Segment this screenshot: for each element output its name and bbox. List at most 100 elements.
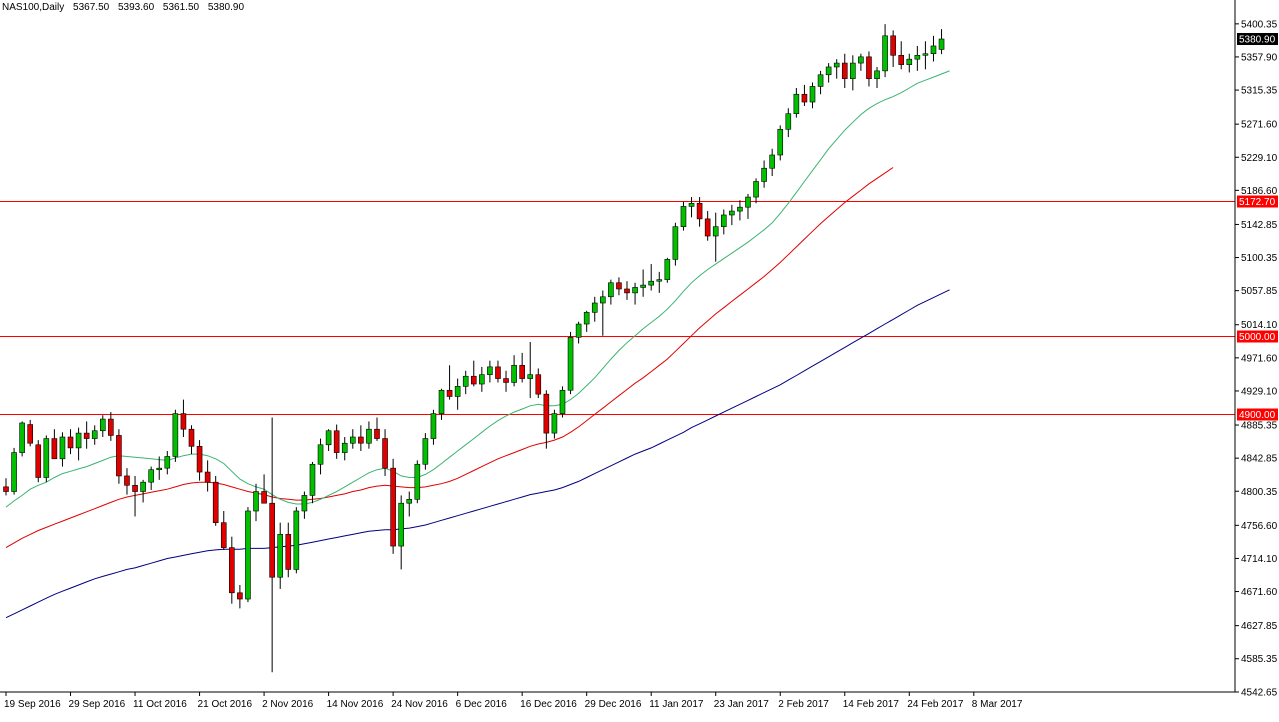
candle[interactable] (180, 399, 187, 437)
candle[interactable] (156, 456, 163, 480)
candle[interactable] (640, 269, 646, 297)
ma-slow-line[interactable] (5, 289, 950, 619)
candle[interactable] (833, 59, 840, 79)
candle[interactable] (188, 425, 195, 455)
candle[interactable] (600, 290, 606, 336)
candle[interactable] (124, 468, 130, 495)
candle[interactable] (672, 222, 679, 266)
candle[interactable] (648, 264, 655, 291)
candle[interactable] (519, 352, 525, 383)
candle[interactable] (317, 438, 324, 475)
candle[interactable] (616, 277, 622, 296)
candle[interactable] (212, 475, 219, 526)
candle[interactable] (866, 51, 872, 87)
candle[interactable] (825, 63, 832, 83)
candle[interactable] (753, 178, 759, 204)
candle[interactable] (285, 522, 292, 578)
candle[interactable] (116, 429, 122, 484)
candle[interactable] (406, 491, 413, 517)
candle[interactable] (769, 148, 775, 177)
candle[interactable] (366, 421, 372, 449)
candle[interactable] (253, 483, 259, 522)
candle[interactable] (132, 475, 138, 517)
candle[interactable] (890, 30, 896, 67)
candle[interactable] (632, 282, 638, 305)
candle[interactable] (688, 197, 695, 218)
candle[interactable] (777, 125, 784, 161)
candle[interactable] (503, 370, 509, 392)
candle[interactable] (220, 511, 227, 550)
candle[interactable] (35, 440, 42, 483)
candle[interactable] (91, 425, 98, 445)
candle[interactable] (422, 433, 429, 470)
candle[interactable] (841, 53, 848, 89)
candle[interactable] (438, 388, 445, 420)
candle[interactable] (930, 35, 937, 62)
candle[interactable] (99, 415, 106, 437)
candle[interactable] (309, 461, 316, 504)
candle[interactable] (527, 341, 534, 399)
candle[interactable] (229, 536, 235, 604)
candle[interactable] (898, 41, 905, 70)
candle[interactable] (801, 84, 808, 106)
candle[interactable] (535, 368, 542, 399)
candle[interactable] (51, 429, 58, 460)
candle[interactable] (720, 209, 727, 235)
candle[interactable] (511, 355, 517, 387)
candle[interactable] (664, 257, 671, 283)
candle[interactable] (858, 53, 864, 71)
candle[interactable] (712, 212, 719, 262)
candle[interactable] (729, 204, 735, 226)
candle[interactable] (487, 360, 493, 383)
candle[interactable] (785, 108, 792, 138)
candle[interactable] (914, 45, 921, 71)
ma-fast-line[interactable] (5, 70, 950, 508)
candle[interactable] (543, 390, 550, 449)
candle[interactable] (204, 460, 211, 492)
candle[interactable] (75, 427, 82, 461)
candle[interactable] (301, 491, 308, 519)
candle[interactable] (704, 211, 711, 241)
candle[interactable] (793, 88, 800, 118)
candle[interactable] (850, 55, 856, 91)
candle[interactable] (495, 360, 501, 383)
candle[interactable] (237, 585, 243, 609)
candle[interactable] (277, 522, 284, 589)
candle[interactable] (245, 507, 251, 603)
candle[interactable] (882, 24, 888, 78)
candle[interactable] (624, 281, 630, 300)
candle[interactable] (341, 436, 348, 461)
candle[interactable] (656, 271, 663, 293)
candle[interactable] (27, 419, 33, 447)
ma-mid-line[interactable] (5, 167, 894, 549)
candle[interactable] (551, 409, 558, 439)
candle[interactable] (470, 360, 477, 387)
candle[interactable] (591, 296, 598, 322)
candle[interactable] (333, 424, 340, 459)
candle[interactable] (938, 29, 945, 55)
candle[interactable] (3, 478, 9, 496)
candle[interactable] (349, 429, 356, 449)
candle[interactable] (414, 460, 421, 504)
candle[interactable] (11, 447, 17, 495)
candle[interactable] (325, 429, 332, 452)
candle[interactable] (430, 409, 437, 445)
candle[interactable] (608, 279, 614, 305)
candle[interactable] (446, 365, 453, 400)
candle[interactable] (148, 466, 154, 490)
candle[interactable] (398, 495, 404, 570)
candle[interactable] (454, 378, 461, 410)
candle[interactable] (374, 417, 380, 441)
candle[interactable] (567, 331, 574, 395)
candle[interactable] (261, 474, 267, 504)
candle[interactable] (108, 412, 114, 441)
candle[interactable] (140, 479, 146, 503)
candle[interactable] (358, 425, 364, 452)
candle[interactable] (809, 82, 816, 109)
candle[interactable] (293, 507, 300, 574)
candle[interactable] (390, 458, 396, 554)
candle[interactable] (164, 451, 171, 475)
candle[interactable] (583, 310, 590, 332)
candle[interactable] (761, 160, 767, 188)
